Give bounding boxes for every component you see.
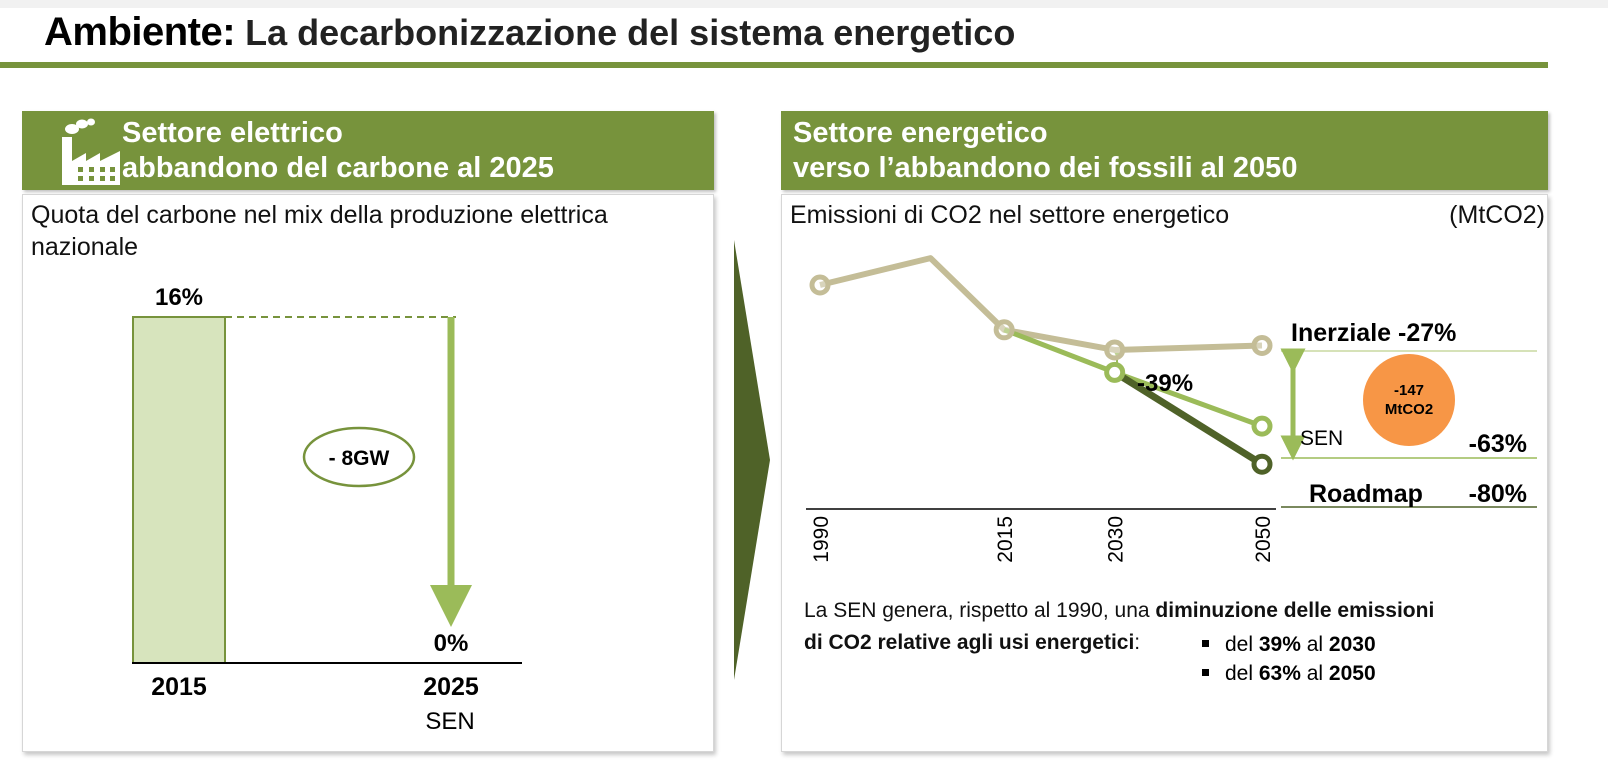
left-header-line1: Settore elettrico <box>122 117 343 149</box>
label-sen: SEN <box>1300 427 1343 450</box>
left-subtitle-line1: Quota del carbone nel mix della produzio… <box>31 201 608 229</box>
top-strip <box>0 0 1608 8</box>
label-39: -39% <box>1137 370 1193 397</box>
reduction-label: - 8GW <box>329 447 390 470</box>
category-label-2025: 2025 <box>423 673 479 701</box>
left-header-line2: abbandono del carbone al 2025 <box>122 152 554 184</box>
left-panel-header: Settore elettrico abbandono del carbone … <box>22 111 714 190</box>
bullet-2050: del 63% al 2050 <box>1202 662 1376 686</box>
category-label-2015: 2015 <box>151 673 207 701</box>
transition-arrow <box>734 240 770 680</box>
point-roadmap-2050 <box>1251 453 1273 475</box>
title-sub: La decarbonizzazione del sistema energet… <box>235 12 1016 53</box>
title-main: Ambiente: <box>44 10 236 54</box>
right-subtitle: Emissioni di CO2 nel settore energetico <box>790 201 1230 229</box>
label-80: -80% <box>1469 480 1527 508</box>
x-tick-2050: 2050 <box>1252 516 1275 563</box>
category-2025-sublabel: SEN <box>425 708 474 735</box>
bullet-2030: del 39% al 2030 <box>1202 633 1376 657</box>
page-title: Ambiente: La decarbonizzazione del siste… <box>44 10 1015 55</box>
point-inerziale-2030 <box>1104 339 1126 361</box>
point-inerziale-2015 <box>993 319 1015 341</box>
left-subtitle-line2: nazionale <box>31 233 139 261</box>
bullet-square <box>1202 639 1209 647</box>
badge-line1: -147 <box>1394 382 1424 399</box>
label-inerziale: Inerziale -27% <box>1291 319 1456 347</box>
badge-line2: MtCO2 <box>1385 401 1433 418</box>
reduction-badge <box>1363 354 1455 446</box>
title-rule <box>0 62 1548 68</box>
right-panel-header: Settore energetico verso l’abbandono dei… <box>781 111 1548 190</box>
point-sen-2050 <box>1251 415 1273 437</box>
note-line1: La SEN genera, rispetto al 1990, una dim… <box>804 599 1435 622</box>
series-line-inerziale <box>819 255 1263 353</box>
point-inerziale-2050 <box>1251 334 1273 356</box>
point-sen-2030 <box>1104 361 1126 383</box>
note-line2: di CO2 relative agli usi energetici: <box>804 631 1141 654</box>
x-tick-1990: 1990 <box>810 516 833 563</box>
right-header-line1: Settore energetico <box>793 117 1048 149</box>
right-header-line2: verso l’abbandono dei fossili al 2050 <box>793 152 1298 184</box>
co2-emissions-chart: 1990 2015 2030 2050 Inerziale -27% -39% SEN… <box>806 255 1537 563</box>
bullet-square <box>1202 668 1209 676</box>
label-roadmap: Roadmap <box>1309 480 1423 508</box>
right-panel-body: Emissioni di CO2 nel settore energetico … <box>781 194 1548 752</box>
x-tick-2015: 2015 <box>994 516 1017 563</box>
series-line-roadmap <box>1112 369 1264 468</box>
label-63: -63% <box>1469 430 1527 458</box>
value-label-2015: 16% <box>155 284 203 311</box>
point-inerziale-1990 <box>809 274 831 296</box>
unit-label: (MtCO2) <box>1449 201 1545 229</box>
value-label-2025: 0% <box>434 630 469 657</box>
factory-icon <box>62 118 120 185</box>
bar-2015 <box>132 316 226 664</box>
x-tick-2030: 2030 <box>1105 516 1128 563</box>
coal-share-chart: - 8GW 16% 2015 0% 2025 SEN <box>132 284 522 735</box>
reduction-ellipse <box>302 426 416 488</box>
